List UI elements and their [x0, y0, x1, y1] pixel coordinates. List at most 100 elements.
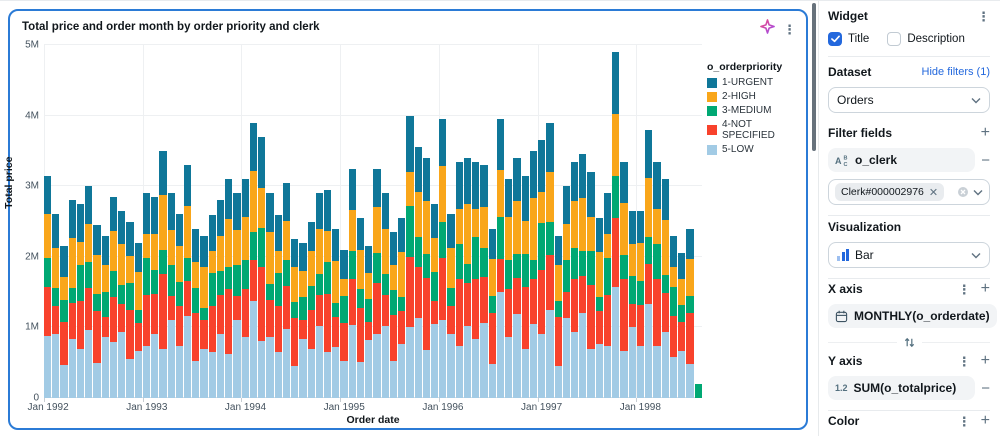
legend-item[interactable]: 5-LOW: [707, 144, 807, 155]
checkbox-unchecked-icon[interactable]: [887, 32, 902, 46]
bar-segment[interactable]: [323, 293, 332, 353]
bar-segment[interactable]: [159, 348, 167, 398]
bar-segment[interactable]: [653, 161, 661, 209]
bar-segment[interactable]: [546, 254, 554, 310]
stacked-bar[interactable]: [389, 45, 398, 398]
bar-segment[interactable]: [200, 307, 208, 321]
bar-segment[interactable]: [192, 313, 200, 361]
bar-segment[interactable]: [340, 296, 348, 324]
bar-segment[interactable]: [126, 221, 134, 257]
bar-segment[interactable]: [678, 351, 686, 398]
bar-segment[interactable]: [274, 306, 282, 353]
bar-segment[interactable]: [496, 258, 505, 293]
bar-segment[interactable]: [266, 232, 274, 284]
bar-segment[interactable]: [389, 361, 398, 398]
bar-segment[interactable]: [167, 264, 175, 296]
bar-segment[interactable]: [93, 225, 101, 256]
bar-segment[interactable]: [101, 264, 109, 293]
bar-segment[interactable]: [175, 214, 183, 246]
bar-segment[interactable]: [315, 294, 323, 326]
bar-segment[interactable]: [694, 383, 702, 398]
stacked-bar[interactable]: [447, 45, 455, 398]
bar-segment[interactable]: [299, 338, 307, 398]
bar-segment[interactable]: [562, 260, 570, 293]
bar-segment[interactable]: [68, 338, 76, 398]
clear-all-icon[interactable]: [957, 186, 969, 198]
bar-segment[interactable]: [678, 253, 686, 279]
bar-segment[interactable]: [480, 165, 488, 207]
stacked-bar[interactable]: [52, 45, 60, 398]
bar-segment[interactable]: [422, 254, 431, 278]
bar-segment[interactable]: [307, 286, 315, 310]
bar-segment[interactable]: [488, 228, 496, 259]
chart-widget-card[interactable]: Total price and order month by order pri…: [3, 9, 808, 430]
stacked-bar[interactable]: [291, 45, 299, 398]
bar-segment[interactable]: [68, 200, 76, 239]
stacked-bar[interactable]: [356, 45, 365, 398]
bar-segment[interactable]: [216, 270, 225, 295]
bar-segment[interactable]: [505, 336, 513, 398]
bar-segment[interactable]: [356, 218, 365, 250]
bar-segment[interactable]: [216, 334, 225, 398]
bar-segment[interactable]: [291, 318, 299, 367]
bar-segment[interactable]: [373, 282, 381, 334]
bar-segment[interactable]: [323, 231, 332, 263]
stacked-bar[interactable]: [538, 45, 546, 398]
stacked-bar[interactable]: [175, 45, 183, 398]
stacked-bar[interactable]: [142, 45, 151, 398]
bar-segment[interactable]: [422, 158, 431, 202]
stacked-bar[interactable]: [241, 45, 249, 398]
bar-segment[interactable]: [579, 312, 587, 398]
bar-segment[interactable]: [76, 300, 85, 350]
stacked-bar[interactable]: [505, 45, 513, 398]
stacked-bar[interactable]: [76, 45, 85, 398]
bar-segment[interactable]: [406, 115, 414, 173]
bar-segment[interactable]: [381, 229, 389, 275]
bar-segment[interactable]: [282, 259, 291, 286]
stacked-bar[interactable]: [134, 45, 142, 398]
bar-segment[interactable]: [134, 351, 142, 398]
bar-segment[interactable]: [118, 285, 126, 305]
bar-segment[interactable]: [109, 297, 118, 342]
stacked-bar[interactable]: [225, 45, 233, 398]
stacked-bar[interactable]: [463, 45, 472, 398]
stacked-bar[interactable]: [431, 45, 439, 398]
stacked-bar[interactable]: [439, 45, 447, 398]
bar-segment[interactable]: [661, 332, 669, 398]
bar-segment[interactable]: [513, 278, 521, 314]
bar-segment[interactable]: [356, 249, 365, 290]
bar-segment[interactable]: [274, 214, 282, 252]
bar-segment[interactable]: [669, 267, 678, 288]
bar-segment[interactable]: [505, 216, 513, 261]
bar-segment[interactable]: [76, 203, 85, 242]
bar-segment[interactable]: [175, 282, 183, 307]
stacked-bar[interactable]: [595, 45, 603, 398]
bar-segment[interactable]: [571, 201, 579, 249]
bar-segment[interactable]: [686, 296, 694, 314]
bar-segment[interactable]: [241, 260, 249, 289]
bar-segment[interactable]: [431, 300, 439, 324]
bar-segment[interactable]: [431, 323, 439, 398]
bar-segment[interactable]: [282, 182, 291, 221]
bar-segment[interactable]: [233, 320, 241, 398]
bar-segment[interactable]: [414, 147, 422, 192]
bar-segment[interactable]: [513, 314, 521, 398]
bar-segment[interactable]: [398, 218, 406, 252]
bar-segment[interactable]: [332, 316, 340, 348]
bar-segment[interactable]: [365, 273, 373, 300]
bar-segment[interactable]: [546, 122, 554, 173]
bar-segment[interactable]: [159, 249, 167, 275]
bar-segment[interactable]: [686, 313, 694, 365]
bar-segment[interactable]: [463, 282, 472, 326]
stacked-bar[interactable]: [422, 45, 431, 398]
bar-segment[interactable]: [620, 350, 628, 398]
bar-segment[interactable]: [529, 323, 538, 398]
bar-segment[interactable]: [93, 293, 101, 312]
bar-segment[interactable]: [455, 208, 463, 245]
color-kebab-icon[interactable]: ⋮: [957, 413, 971, 429]
bar-segment[interactable]: [233, 193, 241, 230]
bar-segment[interactable]: [595, 311, 603, 344]
bar-segment[interactable]: [587, 217, 595, 252]
bar-segment[interactable]: [60, 246, 68, 278]
swap-axes-icon[interactable]: [903, 336, 916, 349]
